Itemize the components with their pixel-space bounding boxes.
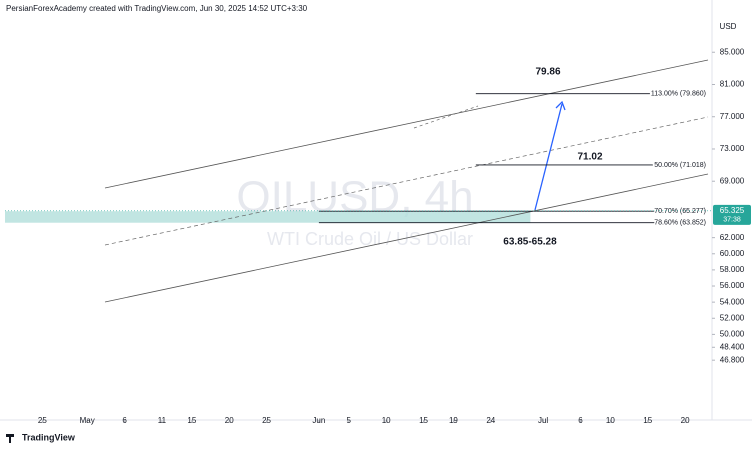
x-tick-label: 5 bbox=[347, 416, 352, 425]
fib-label: 78.60% (63.852) bbox=[654, 220, 706, 227]
watermark-subtitle: WTI Crude Oil / US Dollar bbox=[267, 229, 473, 249]
x-tick-label: 25 bbox=[38, 416, 47, 425]
y-tick-label: 60.000 bbox=[720, 249, 745, 258]
y-tick-label: 77.000 bbox=[720, 112, 745, 121]
x-tick-label: 24 bbox=[486, 416, 495, 425]
annotation: 63.85-65.28 bbox=[503, 237, 557, 248]
x-tick-label: 20 bbox=[225, 416, 234, 425]
channel-upper bbox=[104, 59, 709, 189]
annotation: 71.02 bbox=[577, 152, 602, 163]
fib-label: 113.00% (79.860) bbox=[651, 91, 706, 98]
x-tick-label: 15 bbox=[187, 416, 196, 425]
x-tick-label: 10 bbox=[382, 416, 391, 425]
y-tick-label: 73.000 bbox=[720, 144, 745, 153]
x-tick-label: 15 bbox=[419, 416, 428, 425]
y-tick-label: 50.000 bbox=[720, 329, 745, 338]
x-tick-label: May bbox=[80, 416, 95, 425]
y-tick-label: 69.000 bbox=[720, 176, 745, 185]
fib-label: 70.70% (65.277) bbox=[654, 208, 706, 215]
arrow-head bbox=[555, 100, 566, 111]
y-tick-label: 56.000 bbox=[720, 281, 745, 290]
last-price-label: 65.325 bbox=[720, 206, 745, 215]
x-tick-label: 20 bbox=[681, 416, 690, 425]
footer-logo: TradingView bbox=[22, 432, 76, 442]
x-tick-label: Jul bbox=[538, 416, 548, 425]
x-tick-label: 25 bbox=[262, 416, 271, 425]
x-tick-label: 6 bbox=[578, 416, 583, 425]
fib-label: 50.00% (71.018) bbox=[654, 162, 706, 169]
x-tick-label: 19 bbox=[449, 416, 458, 425]
projection-arrow bbox=[534, 103, 563, 211]
y-tick-label: 62.000 bbox=[720, 233, 745, 242]
x-tick-label: 10 bbox=[606, 416, 615, 425]
channel-lower bbox=[104, 173, 709, 303]
y-tick-label: 52.000 bbox=[720, 313, 745, 322]
last-price-tag bbox=[713, 204, 751, 225]
annotation: 79.86 bbox=[535, 67, 560, 78]
y-tick-label: 81.000 bbox=[720, 80, 745, 89]
logo-icon bbox=[6, 434, 14, 443]
x-tick-label: 15 bbox=[643, 416, 652, 425]
y-tick-label: 85.000 bbox=[720, 47, 745, 56]
channel-middle bbox=[104, 116, 709, 246]
countdown: 37:38 bbox=[723, 217, 741, 224]
x-tick-label: 11 bbox=[158, 416, 167, 425]
x-tick-label: 6 bbox=[122, 416, 127, 425]
y-tick-label: 46.800 bbox=[720, 355, 745, 364]
target-zone bbox=[5, 211, 531, 223]
watermark-group: OILUSD, 4h WTI Crude Oil / US Dollar bbox=[236, 173, 473, 249]
background-layer bbox=[5, 211, 531, 223]
header: PersianForexAcademy created with Trading… bbox=[6, 4, 308, 13]
x-tick-label: Jun bbox=[312, 416, 325, 425]
swing-line bbox=[413, 105, 479, 129]
y-tick-label: 58.000 bbox=[720, 265, 745, 274]
y-tick-label: 54.000 bbox=[720, 297, 745, 306]
y-tick-label: 48.400 bbox=[720, 342, 745, 351]
y-axis-label: USD bbox=[720, 22, 737, 31]
